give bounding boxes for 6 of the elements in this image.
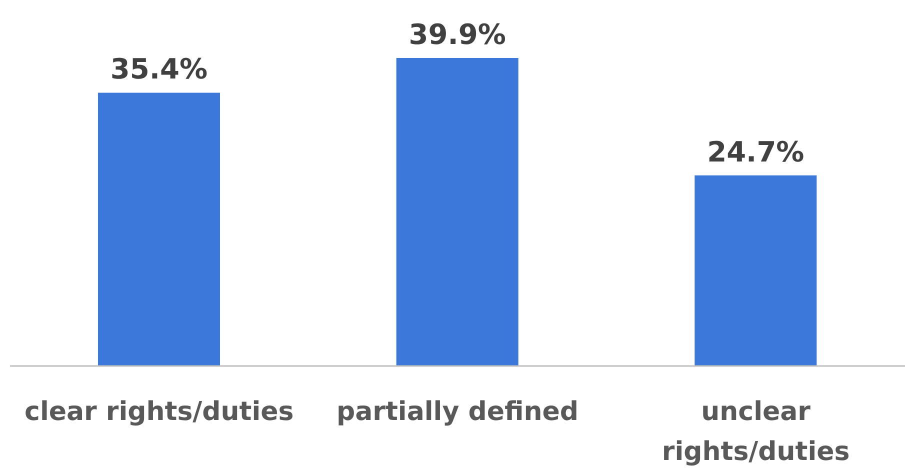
data-label: 24.7% (707, 135, 804, 168)
x-tick-label: partially defined (336, 397, 578, 427)
x-tick-label: unclear rights/duties (662, 397, 850, 467)
data-label: 39.9% (408, 18, 506, 51)
data-label: 35.4% (110, 52, 208, 86)
x-tick-label: clear rights/duties (24, 397, 294, 427)
